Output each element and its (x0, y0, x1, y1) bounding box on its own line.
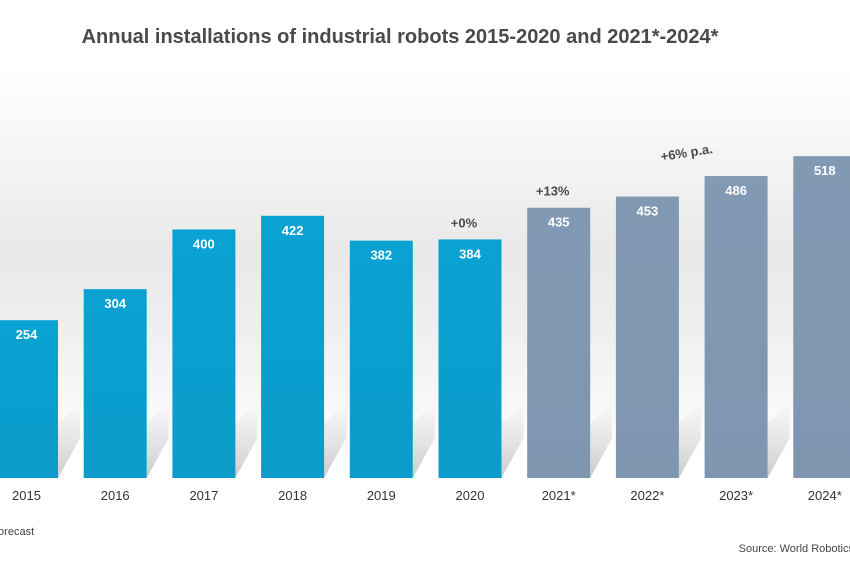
x-tick-label: 2015 (12, 488, 41, 503)
data-label: 254 (16, 327, 38, 342)
bar-shadow (235, 403, 258, 478)
source-note: Source: World Robotics (738, 543, 850, 555)
x-tick-label: 2020 (456, 488, 485, 503)
data-label: 422 (282, 223, 304, 238)
data-label: 453 (637, 204, 659, 219)
x-tick-label: 2021* (542, 488, 576, 503)
growth-annotation: +6% p.a. (660, 141, 714, 164)
data-label: 435 (548, 215, 570, 230)
bar-2015 (0, 320, 58, 478)
growth-annotation: +0% (451, 215, 478, 230)
bar-2018 (261, 215, 325, 478)
data-label: 304 (104, 296, 126, 311)
bar-2021-forecast (527, 207, 591, 478)
bar-2022-forecast (615, 196, 679, 479)
bar-shadow (767, 403, 790, 478)
chart-title: Annual installations of industrial robot… (81, 26, 719, 48)
bar-shadow (678, 403, 701, 478)
bar-shadow (58, 403, 80, 478)
bar-2019 (349, 240, 413, 478)
data-label: 486 (725, 183, 747, 198)
x-tick-label: 2019 (367, 488, 396, 503)
data-label: 518 (814, 163, 836, 178)
bar-shadow (501, 403, 524, 478)
bar-2023-forecast (704, 176, 768, 478)
bar-2017 (172, 229, 236, 478)
x-tick-label: 2018 (278, 488, 307, 503)
bar-2016 (83, 289, 147, 478)
data-label: 400 (193, 236, 215, 251)
data-label: 382 (370, 248, 392, 263)
x-tick-label: 2024* (808, 488, 842, 503)
bar-shadow (590, 403, 613, 478)
bar-shadow (146, 403, 169, 478)
x-tick-label: 2022* (630, 488, 664, 503)
bar-shadow (324, 403, 347, 478)
bar-shadow (412, 403, 435, 478)
forecast-footnote: forecast (0, 526, 35, 538)
data-label: 384 (459, 246, 481, 261)
bar-2024-forecast (793, 156, 850, 478)
x-tick-label: 2023* (719, 488, 753, 503)
x-tick-label: 2017 (189, 488, 218, 503)
bar-2020 (438, 239, 502, 478)
growth-annotation: +13% (536, 184, 570, 199)
x-tick-label: 2016 (101, 488, 130, 503)
